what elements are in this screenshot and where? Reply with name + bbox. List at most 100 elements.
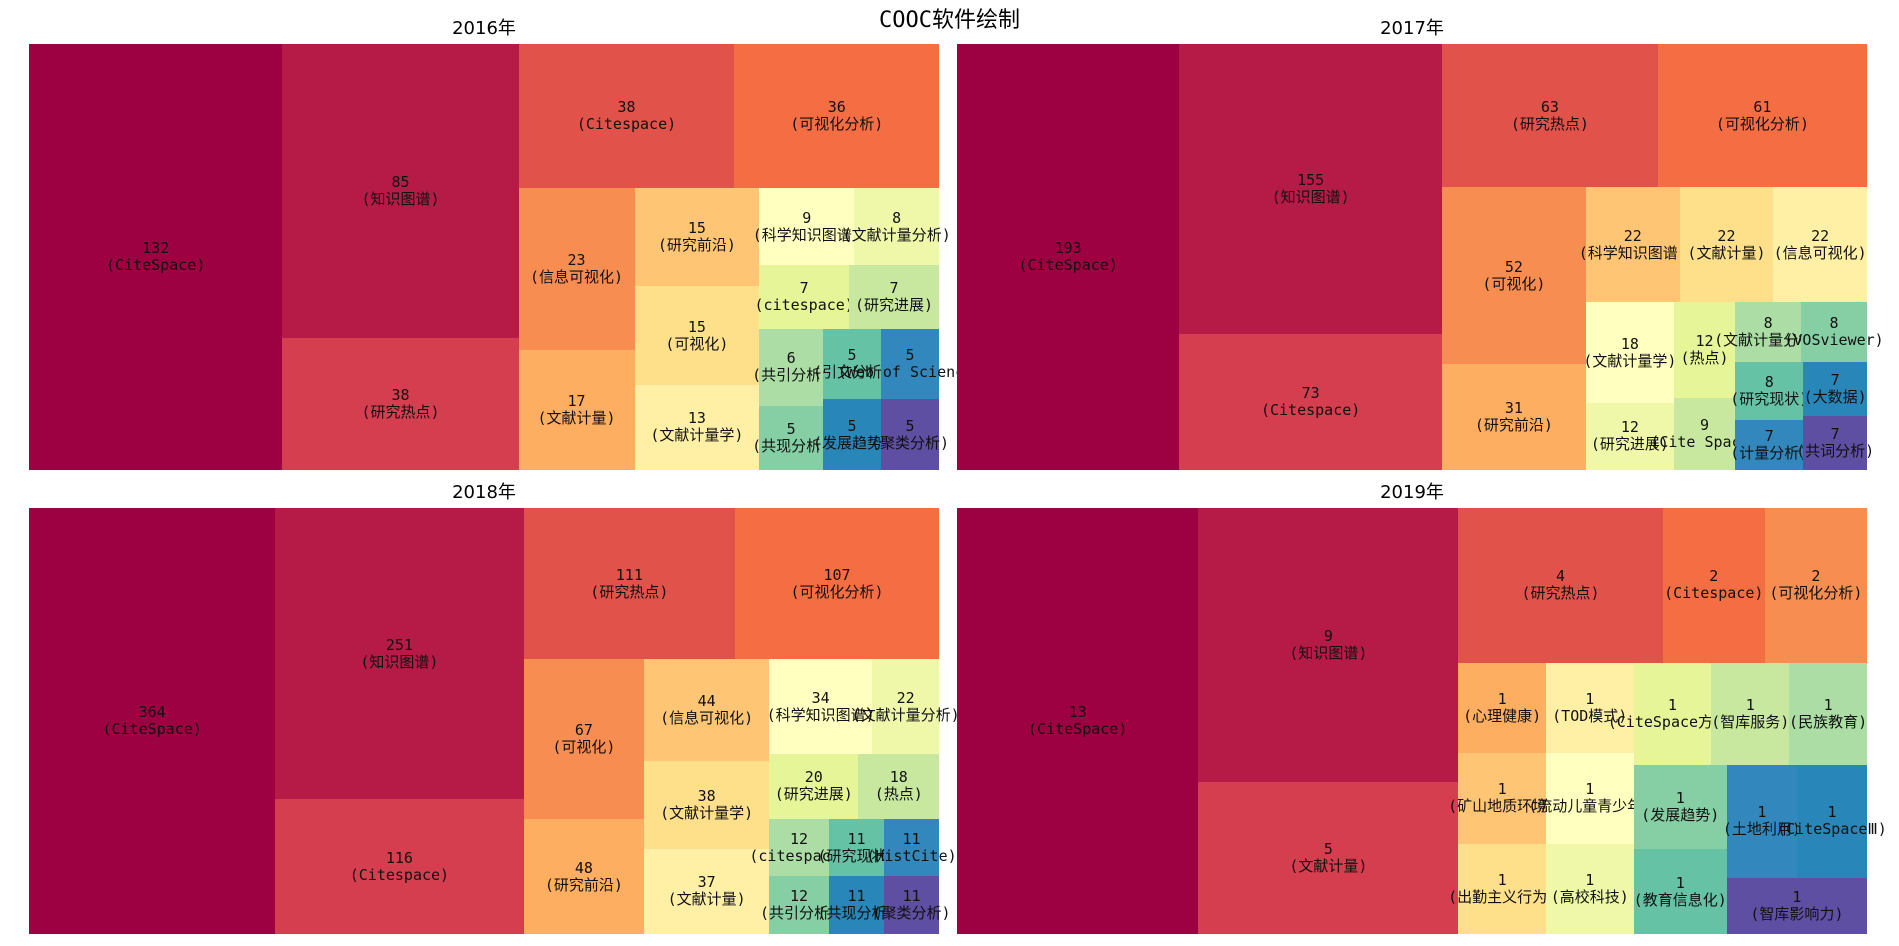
treemap-cell-2019-7: 1 (矿山地质环境) (1448, 753, 1556, 844)
treemap-cell-label: 1 (出勤主义行为) (1448, 871, 1557, 906)
treemap-cell-term: (CiteSpace) (102, 720, 202, 738)
treemap-cell-label: 1 (智库服务) (1711, 695, 1790, 731)
treemap-cell-value: 37 (697, 873, 716, 892)
treemap-cell-value: 2 (1811, 567, 1821, 586)
treemap-cell-term: (研究热点) (1510, 114, 1589, 133)
treemap-cell-label: 107 (可视化分析) (791, 565, 884, 601)
treemap-cell-term: (知识图谱) (1271, 187, 1350, 206)
treemap-cell-2017-5: 52 (可视化) (1441, 187, 1586, 365)
treemap-cell-2016-9: 13 (文献计量学) (634, 384, 760, 470)
treemap-cell-term: (民族教育) (1789, 712, 1868, 731)
treemap-cell-value: 1 (1823, 695, 1833, 714)
treemap-cell-term: (信息可视化) (660, 709, 754, 728)
treemap-cell-value: 1 (1585, 870, 1595, 889)
treemap-cell-term: (文献计量) (1687, 243, 1766, 262)
treemap-cell-2017-7: 22 (科学知识图谱) (1579, 187, 1687, 303)
treemap-cell-2019-1: 9 (知识图谱) (1198, 508, 1459, 782)
treemap-cell-2018-2: 116 (Citespace) (275, 799, 524, 934)
treemap-cell-term: (可视化) (552, 738, 616, 757)
treemap-cell-term: (科学知识图谱) (752, 225, 861, 244)
treemap-cell-label: 5 (引文分析) (813, 347, 891, 381)
treemap-cell-label: 18 (文献计量学) (1583, 335, 1676, 370)
treemap-cell-value: 4 (1556, 567, 1566, 586)
treemap-cell-value: 61 (1753, 97, 1772, 116)
treemap-cell-term: (共引分析) (760, 904, 839, 923)
treemap-cell-2018-11: 22 (文献计量分析) (852, 659, 960, 755)
treemap-cell-term: (智库服务) (1711, 712, 1790, 731)
treemap-cell-2018-3: 111 (研究热点) (523, 508, 736, 660)
treemap-cell-term: (土地利用) (1722, 820, 1801, 839)
treemap-cell-2017-0: 193 (CiteSpace) (957, 44, 1180, 470)
treemap-cell-2016-10: 9 (科学知识图谱) (753, 187, 861, 266)
treemap-cell-term: (信息可视化) (1773, 243, 1867, 262)
treemap-cell-2019-4: 2 (Citespace) (1662, 508, 1765, 663)
treemap-cell-2017-6: 31 (研究前沿) (1441, 364, 1586, 470)
treemap-cell-value: 155 (1297, 170, 1325, 189)
treemap-cell-label: 48 (研究前沿) (545, 859, 623, 894)
treemap-cell-term: (研究热点) (1521, 584, 1600, 603)
treemap-cell-value: 1 (1792, 887, 1802, 906)
treemap-cell-2018-17: 11 (HistCite) (866, 818, 957, 877)
treemap-cell-2017-12: 12 (热点) (1673, 302, 1736, 399)
treemap-cell-label: 67 (可视化) (552, 722, 615, 756)
treemap-cell-2017-4: 61 (可视化分析) (1657, 44, 1867, 188)
treemap-cell-label: 1 (TOD模式) (1552, 691, 1627, 725)
treemap-cell-2017-2: 73 (Citespace) (1179, 333, 1442, 470)
treemap-cell-value: 7 (1764, 426, 1774, 445)
treemap-cell-value: 11 (902, 887, 921, 906)
treemap-cell-2019-5: 2 (可视化分析) (1764, 508, 1867, 663)
treemap-cell-term: (教育信息化) (1633, 890, 1727, 909)
treemap-cell-label: 155 (知识图谱) (1271, 170, 1350, 206)
treemap-cell-2016-4: 36 (可视化分析) (734, 44, 939, 188)
treemap-cell-value: 107 (823, 565, 851, 584)
treemap-cell-term: (研究进展) (855, 296, 934, 315)
treemap-cell-term: (聚类分析) (870, 433, 950, 452)
treemap-cell-term: (文献计量学) (660, 803, 754, 822)
treemap-cell-label: 2 (可视化分析) (1769, 568, 1862, 602)
treemap-cell-2016-7: 15 (研究前沿) (634, 187, 760, 287)
treemap-cell-label: 7 (研究进展) (855, 280, 933, 314)
treemap-panel-2016: 2016年 132 (CiteSpace) 85 (知识图谱) 38 (研究热点) 38 (C… (29, 18, 982, 470)
treemap-cell-term: (发展趋势) (812, 433, 892, 452)
treemap-cell-label: 12 (共引分析) (760, 888, 838, 922)
treemap-cell-label: 193 (CiteSpace) (1018, 240, 1117, 274)
treemap-cell-term: (Citespace) (349, 865, 450, 884)
treemap-cell-label: 12 (研究进展) (1591, 419, 1669, 453)
treemap-cell-value: 22 (1623, 226, 1642, 245)
treemap-cell-2019-6: 1 (心理健康) (1458, 662, 1546, 754)
treemap-cell-label: 31 (研究前沿) (1475, 400, 1553, 434)
treemap-cell-value: 34 (811, 688, 830, 707)
figure-title: COOC软件绘制 (879, 8, 1020, 33)
treemap-cell-label: 5 (文献计量) (1289, 840, 1367, 875)
treemap-cell-2019-16: 1 (教育信息化) (1633, 849, 1727, 934)
treemap-cell-term: (可视化) (665, 334, 729, 353)
treemap-plot-2016: 132 (CiteSpace) 85 (知识图谱) 38 (研究热点) 38 (Citespa… (29, 44, 982, 470)
treemap-cell-value: 15 (687, 317, 706, 336)
treemap-cell-2018-5: 67 (可视化) (523, 659, 645, 820)
treemap-cell-2019-15: 1 (发展趋势) (1633, 764, 1727, 850)
treemap-cell-2017-17: 7 (计量分析) (1730, 419, 1808, 470)
treemap-cell-term: (研究进展) (774, 785, 853, 804)
treemap-cell-2016-3: 38 (Citespace) (518, 44, 735, 188)
treemap-cell-term: (研究热点) (590, 582, 669, 601)
treemap-plot-2017: 193 (CiteSpace) 155 (知识图谱) 73 (Citespace) 63 (研… (957, 44, 1884, 470)
treemap-panel-2018: 2018年 364 (CiteSpace) 251 (知识图谱) 116 (Citespa… (29, 482, 960, 934)
treemap-cell-2018-6: 48 (研究前沿) (523, 819, 645, 934)
treemap-cell-term: (发展趋势) (1641, 805, 1720, 824)
treemap-cell-label: 7 (共词分析) (1796, 425, 1874, 460)
treemap-cell-term: (知识图谱) (361, 190, 440, 209)
treemap-cell-2016-14: 6 (共引分析) (752, 328, 830, 406)
treemap-cell-2019-9: 1 (TOD模式) (1545, 662, 1634, 754)
treemap-plot-2018: 364 (CiteSpace) 251 (知识图谱) 116 (Citespace) 111… (29, 508, 960, 934)
treemap-cell-2017-16: 8 (研究现状) (1730, 361, 1808, 420)
treemap-cell-term: (科学知识图谱) (766, 705, 875, 724)
treemap-cell-value: 1 (1675, 873, 1685, 892)
treemap-cell-value: 36 (827, 97, 846, 116)
treemap-cell-value: 1 (1745, 695, 1755, 714)
treemap-cell-term: (可视化分析) (1769, 584, 1863, 603)
treemap-cell-term: (出勤主义行为) (1448, 887, 1557, 906)
treemap-cell-2016-5: 23 (信息可视化) (518, 187, 635, 351)
treemap-cell-2016-16: 5 (引文分析) (813, 328, 891, 400)
treemap-cell-label: 1 (民族教育) (1789, 695, 1868, 731)
treemap-cell-value: 6 (786, 349, 796, 368)
